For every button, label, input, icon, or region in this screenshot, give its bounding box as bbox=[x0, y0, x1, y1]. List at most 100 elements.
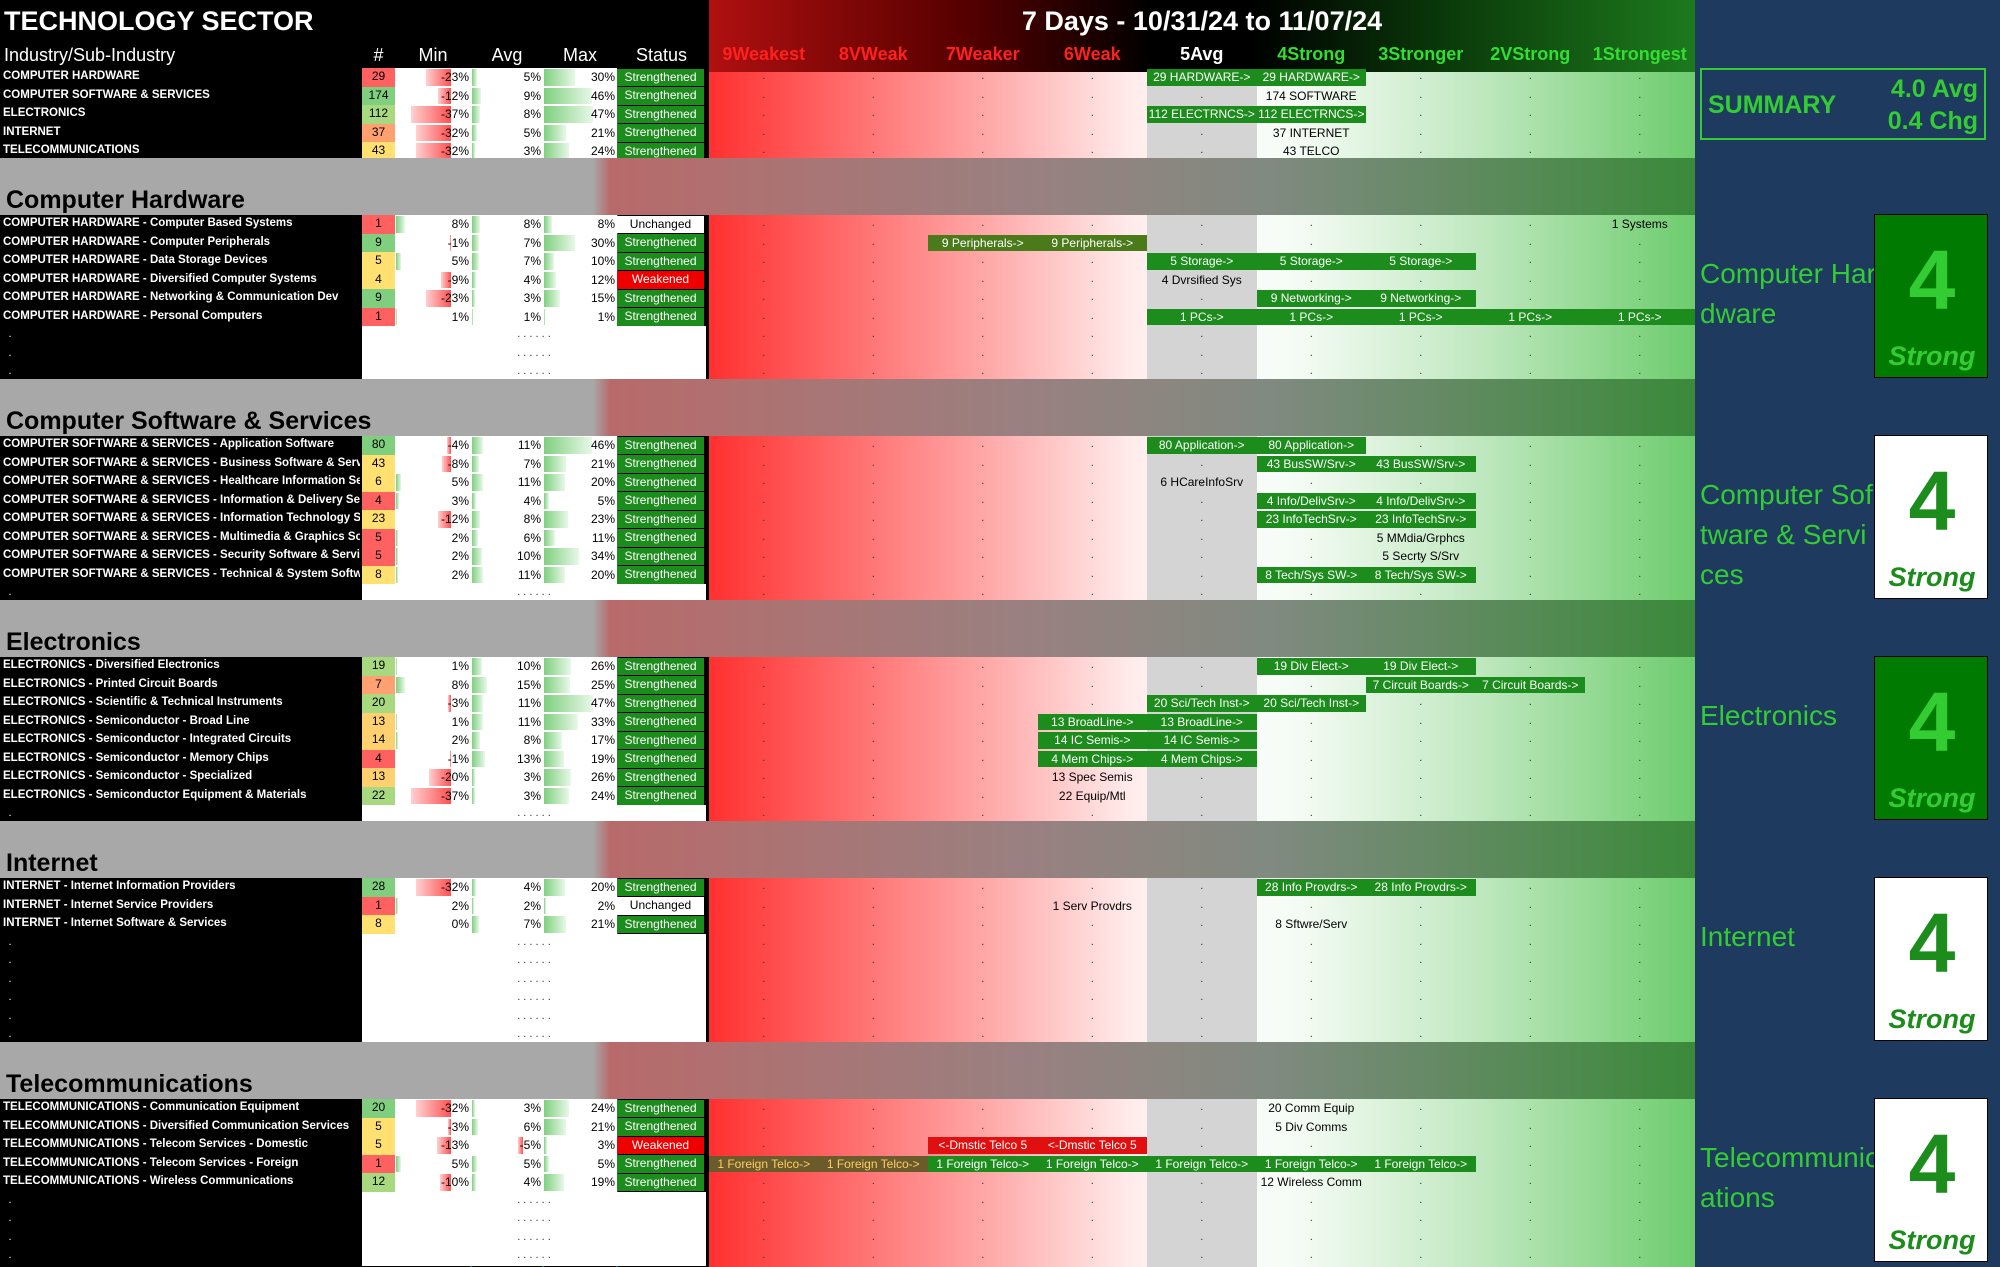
scale-marker[interactable]: 1 Foreign Telco-> bbox=[1037, 1155, 1147, 1172]
scale-marker[interactable]: 7 Circuit Boards-> bbox=[1366, 676, 1476, 693]
row-label[interactable]: COMPUTER HARDWARE - Personal Computers bbox=[3, 309, 263, 322]
row-label[interactable]: TELECOMMUNICATIONS bbox=[3, 144, 140, 156]
scale-marker[interactable]: 174 SOFTWARE bbox=[1265, 88, 1357, 103]
row-label[interactable]: ELECTRONICS - Semiconductor Equipment & … bbox=[3, 788, 307, 801]
scale-marker[interactable]: 80 Application-> bbox=[1147, 437, 1257, 454]
scale-marker[interactable]: 20 Sci/Tech Inst-> bbox=[1147, 695, 1257, 712]
scale-marker[interactable]: 43 BusSW/Srv-> bbox=[1366, 455, 1476, 472]
row-label[interactable]: TELECOMMUNICATIONS - Telecom Services - … bbox=[3, 1138, 309, 1150]
scale-marker[interactable]: 4 Info/DelivSrv-> bbox=[1366, 492, 1476, 509]
scale-marker[interactable]: 1 Foreign Telco-> bbox=[709, 1155, 819, 1172]
scale-marker[interactable]: 8 Sftwre/Serv bbox=[1275, 917, 1348, 931]
row-label[interactable]: ELECTRONICS - Semiconductor - Specialize… bbox=[3, 770, 253, 782]
scale-marker[interactable]: 1 Foreign Telco-> bbox=[1147, 1155, 1257, 1172]
scale-dot: . bbox=[1528, 586, 1532, 598]
row-label[interactable]: COMPUTER SOFTWARE & SERVICES - Healthcar… bbox=[3, 475, 360, 487]
scale-marker[interactable]: 1 Foreign Telco-> bbox=[1366, 1155, 1476, 1172]
scale-marker[interactable]: 9 Peripherals-> bbox=[1037, 234, 1147, 251]
row-label[interactable]: COMPUTER SOFTWARE & SERVICES - Security … bbox=[3, 549, 360, 561]
scale-marker[interactable]: 5 Storage-> bbox=[1147, 253, 1257, 270]
scale-marker[interactable]: 4 Info/DelivSrv-> bbox=[1256, 492, 1366, 509]
scale-marker[interactable]: 1 Systems bbox=[1611, 217, 1668, 231]
scale-marker[interactable]: 5 Storage-> bbox=[1256, 253, 1366, 270]
scale-marker[interactable]: 1 Foreign Telco-> bbox=[928, 1155, 1038, 1172]
scale-marker[interactable]: 28 Info Provdrs-> bbox=[1366, 879, 1476, 896]
scale-marker[interactable]: 1 Foreign Telco-> bbox=[818, 1155, 928, 1172]
scale-marker[interactable]: 13 BroadLine-> bbox=[1147, 713, 1257, 730]
row-label[interactable]: COMPUTER HARDWARE bbox=[3, 70, 140, 82]
row-label[interactable]: COMPUTER SOFTWARE & SERVICES - Applicati… bbox=[3, 438, 334, 450]
scale-marker[interactable]: 4 Dvrsified Sys bbox=[1161, 272, 1242, 287]
row-label[interactable]: ELECTRONICS - Semiconductor - Integrated… bbox=[3, 733, 292, 745]
scale-marker[interactable]: 13 BroadLine-> bbox=[1037, 713, 1147, 730]
scale-marker[interactable]: 19 Div Elect-> bbox=[1256, 658, 1366, 675]
scale-marker[interactable]: 80 Application-> bbox=[1256, 437, 1366, 454]
scale-marker[interactable]: 5 Secrty S/Srv bbox=[1382, 549, 1460, 563]
row-label[interactable]: COMPUTER HARDWARE - Networking & Communi… bbox=[3, 291, 339, 303]
scale-marker[interactable]: 14 IC Semis-> bbox=[1147, 732, 1257, 749]
row-label[interactable]: ELECTRONICS - Semiconductor - Broad Line bbox=[3, 714, 250, 727]
row-label[interactable]: COMPUTER HARDWARE - Computer Peripherals bbox=[3, 235, 271, 248]
scale-marker[interactable]: 22 Equip/Mtl bbox=[1058, 788, 1126, 803]
scale-marker[interactable]: 112 ELECTRNCS-> bbox=[1256, 106, 1366, 123]
row-label[interactable]: ELECTRONICS - Diversified Electronics bbox=[3, 659, 220, 671]
scale-marker[interactable]: 23 InfoTechSrv-> bbox=[1256, 511, 1366, 528]
scale-marker[interactable]: 1 PCs-> bbox=[1147, 308, 1257, 325]
row-label[interactable]: TELECOMMUNICATIONS - Diversified Communi… bbox=[3, 1119, 350, 1132]
scale-marker[interactable]: 5 Storage-> bbox=[1366, 253, 1476, 270]
row-label[interactable]: COMPUTER SOFTWARE & SERVICES bbox=[3, 88, 210, 101]
scale-marker[interactable]: 1 Serv Provdrs bbox=[1052, 898, 1132, 913]
scale-marker[interactable]: 43 BusSW/Srv-> bbox=[1256, 455, 1366, 472]
row-label[interactable]: COMPUTER SOFTWARE & SERVICES - Multimedi… bbox=[3, 530, 360, 543]
row-label[interactable]: COMPUTER SOFTWARE & SERVICES - Informati… bbox=[3, 493, 360, 506]
scale-marker[interactable]: 1 PCs-> bbox=[1585, 308, 1695, 325]
row-label[interactable]: COMPUTER HARDWARE - Computer Based Syste… bbox=[3, 217, 293, 229]
row-label[interactable]: INTERNET - Internet Information Provider… bbox=[3, 880, 236, 892]
row-label[interactable]: TELECOMMUNICATIONS - Communication Equip… bbox=[3, 1101, 300, 1113]
scale-marker[interactable]: 1 PCs-> bbox=[1475, 308, 1585, 325]
scale-marker[interactable]: 43 TELCO bbox=[1283, 144, 1340, 158]
row-label[interactable]: COMPUTER SOFTWARE & SERVICES - Business … bbox=[3, 456, 360, 469]
scale-marker[interactable]: 1 PCs-> bbox=[1256, 308, 1366, 325]
scale-marker[interactable]: <-Dmstic Telco 5 bbox=[928, 1137, 1038, 1154]
row-label[interactable]: ELECTRONICS bbox=[3, 107, 86, 119]
scale-marker[interactable]: 9 Networking-> bbox=[1256, 290, 1366, 307]
row-label[interactable]: COMPUTER SOFTWARE & SERVICES - Technical… bbox=[3, 567, 360, 580]
scale-marker[interactable]: 28 Info Provdrs-> bbox=[1256, 879, 1366, 896]
scale-marker[interactable]: 1 PCs-> bbox=[1366, 308, 1476, 325]
scale-marker[interactable]: 29 HARDWARE-> bbox=[1256, 69, 1366, 86]
scale-marker[interactable]: 7 Circuit Boards-> bbox=[1475, 676, 1585, 693]
row-label[interactable]: ELECTRONICS - Printed Circuit Boards bbox=[3, 677, 218, 690]
scale-marker[interactable]: 19 Div Elect-> bbox=[1366, 658, 1476, 675]
scale-marker[interactable]: 1 Foreign Telco-> bbox=[1256, 1155, 1366, 1172]
scale-marker[interactable]: 8 Tech/Sys SW-> bbox=[1256, 566, 1366, 583]
row-label[interactable]: INTERNET - Internet Software & Services bbox=[3, 917, 227, 929]
row-label[interactable]: COMPUTER SOFTWARE & SERVICES - Informati… bbox=[3, 512, 360, 524]
row-label[interactable]: INTERNET - Internet Service Providers bbox=[3, 898, 214, 911]
scale-marker[interactable]: 13 Spec Semis bbox=[1051, 770, 1133, 784]
scale-marker[interactable]: 20 Sci/Tech Inst-> bbox=[1256, 695, 1366, 712]
scale-marker[interactable]: 5 MMdia/Grphcs bbox=[1376, 530, 1465, 545]
scale-marker[interactable]: <-Dmstic Telco 5 bbox=[1037, 1137, 1147, 1154]
row-label[interactable]: TELECOMMUNICATIONS - Telecom Services - … bbox=[3, 1156, 299, 1169]
scale-marker[interactable]: 14 IC Semis-> bbox=[1037, 732, 1147, 749]
scale-marker[interactable]: 4 Mem Chips-> bbox=[1037, 750, 1147, 767]
row-label[interactable]: TELECOMMUNICATIONS - Wireless Communicat… bbox=[3, 1175, 294, 1187]
scale-marker[interactable]: 5 Div Comms bbox=[1275, 1119, 1348, 1134]
scale-marker[interactable]: 4 Mem Chips-> bbox=[1147, 750, 1257, 767]
scale-marker[interactable]: 6 HCareInfoSrv bbox=[1160, 475, 1244, 489]
scale-marker[interactable]: 29 HARDWARE-> bbox=[1147, 69, 1257, 86]
row-label[interactable]: ELECTRONICS - Semiconductor - Memory Chi… bbox=[3, 751, 269, 764]
row-label[interactable]: COMPUTER HARDWARE - Data Storage Devices bbox=[3, 254, 268, 266]
scale-marker[interactable]: 12 Wireless Comm bbox=[1260, 1175, 1362, 1189]
scale-marker[interactable]: 9 Networking-> bbox=[1366, 290, 1476, 307]
row-label[interactable]: ELECTRONICS - Scientific & Technical Ins… bbox=[3, 696, 283, 708]
scale-marker[interactable]: 20 Comm Equip bbox=[1268, 1101, 1355, 1115]
scale-marker[interactable]: 9 Peripherals-> bbox=[928, 234, 1038, 251]
row-label[interactable]: INTERNET bbox=[3, 125, 61, 138]
scale-marker[interactable]: 112 ELECTRNCS-> bbox=[1147, 106, 1257, 123]
scale-marker[interactable]: 37 INTERNET bbox=[1272, 125, 1350, 140]
scale-marker[interactable]: 8 Tech/Sys SW-> bbox=[1366, 566, 1476, 583]
row-label[interactable]: COMPUTER HARDWARE - Diversified Computer… bbox=[3, 272, 317, 285]
scale-marker[interactable]: 23 InfoTechSrv-> bbox=[1366, 511, 1476, 528]
